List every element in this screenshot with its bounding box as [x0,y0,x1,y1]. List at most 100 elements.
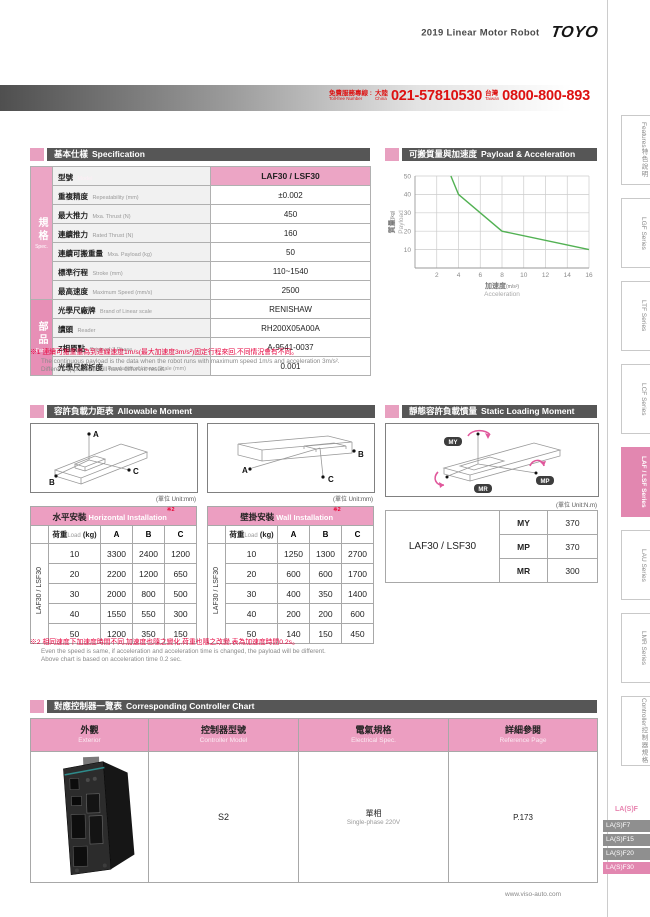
website-url: www.viso-auto.com [505,891,561,898]
spec-row-value: 2500 [210,280,371,300]
svg-text:14: 14 [564,272,572,279]
spec-model-value: LAF30 / LSF30 [210,166,371,186]
col-header-load: 荷重Load (kg) [48,525,101,544]
moment-cell: 450 [340,623,375,644]
moment-cell: 2700 [340,543,375,564]
table-row: S2 單相 Single-phase 220V P.173 [30,751,598,883]
unit-caption-mm: (單位 Unit:mm) [333,497,373,503]
static-key: MP [499,534,548,559]
spec-row-value: 160 [210,223,371,243]
svg-text:8: 8 [500,272,504,279]
svg-text:40: 40 [404,192,412,199]
region2-en: Taiwan [485,96,500,102]
section-header-allowable-moment: 容許負載力距表 Allowable Moment [30,405,375,418]
section-header-static-loading-moment: 靜態容許負載慣量 Static Loading Moment [385,405,597,418]
sidebar-tab-lmr-series[interactable]: LMR Series [621,613,650,683]
moment-cell: 200 [277,603,310,624]
svg-text:質量(kg): 質量(kg) [387,210,396,233]
sidebar-tab-features[interactable]: Features特色說明 [621,115,650,185]
moment-cell: 200 [309,603,342,624]
load-cell: 20 [48,563,101,584]
static-moment-diagram-box: MY MP MR [385,423,599,497]
spec-row-value: RENISHAW [210,299,371,319]
moment-diagram-wall-box: A B C [207,423,375,493]
inst-table-title: 水平安裝 Horizontal Installation※2 [29,506,198,526]
moment-cell: 1300 [309,543,342,564]
moment-cell: 1550 [100,603,133,624]
subtab-lasf30[interactable]: LA(S)F30 [603,862,650,874]
section-header-payload-acceleration: 可搬質量與加速度 Payload & Acceleration [385,148,597,161]
tab-label: LAF / LSF Series [640,456,647,508]
load-cell: 40 [225,603,278,624]
ctrl-col-electrical: 電氣規格 Electrical Spec. [298,718,449,752]
load-cell: 10 [225,543,278,564]
moment-cell: 500 [163,583,198,604]
svg-text:Acceleration: Acceleration [484,291,520,298]
section-title-zh: 容許負載力距表 [54,406,114,416]
sidebar-tab-ltf-series[interactable]: LTF Series [621,281,650,351]
col-header-a: A [100,525,133,544]
table-row: 40 1550 550 300 [31,603,198,624]
moment-cell: 2200 [100,563,133,584]
tab-label: LCF Series [640,382,647,416]
sidebar-tab-controller[interactable]: Controller控制器規格 [621,696,650,766]
spec-group-parts: 部品 Parts [30,299,53,376]
table-row: 標準行程 Stroke (mm) 110~1540 [31,261,371,281]
hotline-region1: 大陸 China [374,89,388,102]
moment-cell: 150 [163,623,198,644]
section-title-en: Payload & Acceleration [481,149,576,159]
moment-cell: 2400 [132,543,165,564]
note-1: ※1 連續可搬重量為到達線速度1m/s(最大加速度3m/s²)固定行程來回,不同… [30,348,380,375]
ctrl-col-exterior: 外觀 Exterior [30,718,149,752]
spec-table: 規格 Spec. 型號 Model LAF30 / LSF30 重複精度 Repe… [30,166,371,376]
moment-cell: 600 [340,603,375,624]
moment-cell: 1250 [277,543,310,564]
static-moment-table: LAF30 / LSF30 MY 370 MP 370 MR 300 [385,510,598,583]
pink-square-icon [30,148,44,161]
svg-text:6: 6 [478,272,482,279]
subtab-lasf7[interactable]: LA(S)F7 [603,820,650,832]
static-key: MY [499,510,548,535]
spec-row-label: 連續可搬重量 Mxa. Payload (kg) [52,242,211,262]
hotline-label: 免費服務專線 : Toll-free Number [328,90,372,102]
svg-text:20: 20 [404,229,412,236]
subtab-lasf20[interactable]: LA(S)F20 [603,848,650,860]
pink-square-icon [385,405,399,418]
hotline: 免費服務專線 : Toll-free Number 大陸 China 021-5… [329,89,590,104]
hotline-label-en: Toll-free Number [328,96,363,102]
unit-caption-nm: (單位 Unit:N.m) [556,503,597,509]
catalog-title: 2019 Linear Motor Robot [421,27,540,39]
point-label-c: C [133,467,139,476]
point-label-b: B [358,450,364,459]
wall-installation-table: 壁掛安裝 Wall Installation※2 荷重Load (kg) A B … [206,506,375,644]
static-value: 300 [547,558,598,583]
col-header-c: C [340,525,375,544]
sidebar-tab-lgf-series[interactable]: LGF Series [621,198,650,268]
region1-zh: 大陸 [374,89,388,97]
tab-label: LGF Series [640,216,647,250]
spec-row-label: 讀頭 Reader [52,318,211,338]
load-cell: 10 [48,543,101,564]
note-zh: ※2 相同速度下加速度時間不同,加速度也隨之變化,荷重也隨之改變,表為加速度時間… [30,639,299,646]
controller-device-image [62,756,134,875]
table-row: MR 300 [386,558,598,583]
ctrl-col-model: 控制器型號 Controller Model [148,718,299,752]
tab-label: Features [640,122,647,148]
load-cell: 50 [48,623,101,644]
sidebar-tab-lau-series[interactable]: LAU Series [621,530,650,600]
subtab-lasf15[interactable]: LA(S)F15 [603,834,650,846]
moment-diagram-horizontal: A C B [49,430,149,487]
table-row: 規格 Spec. 型號 Model LAF30 / LSF30 [30,166,371,300]
badge-my: MY [449,440,458,446]
moment-cell: 3300 [100,543,133,564]
sidebar-tab-laf-lsf-series[interactable]: LAF / LSF Series [621,447,650,517]
badge-mp: MP [541,479,550,485]
table-row: 連續推力 Rated Thrust (N) 160 [31,223,371,243]
payload-chart-wrap: 2 4 6 8 10 12 14 16 10 20 30 40 50 加速度(m/s²) Accelerat… [385,164,597,304]
spec-row-value: 0.001 [210,356,371,376]
band-spacer [30,525,49,544]
spec-row-label: 型號 Model [52,166,211,186]
band-spacer [207,525,226,544]
section-title-zh: 可搬質量與加速度 [409,149,478,159]
sidebar-tab-lcf-series[interactable]: LCF Series [621,364,650,434]
